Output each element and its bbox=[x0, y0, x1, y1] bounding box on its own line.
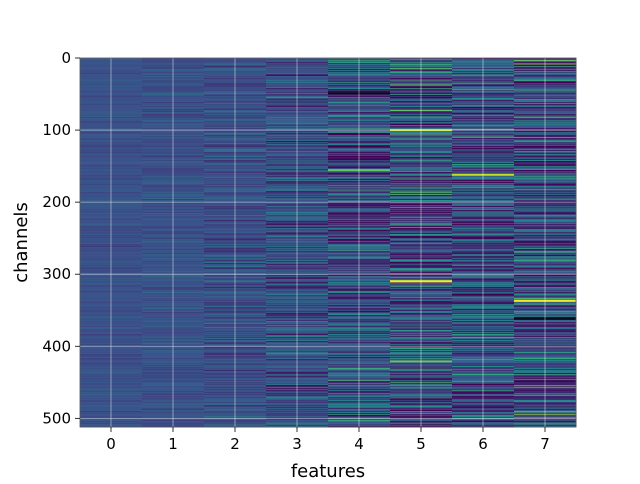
y-tick-label: 100 bbox=[42, 121, 71, 139]
x-tick-label: 6 bbox=[478, 435, 488, 453]
y-tick-label: 200 bbox=[42, 193, 71, 211]
x-tick-label: 2 bbox=[230, 435, 240, 453]
y-tick-label: 500 bbox=[42, 409, 71, 427]
y-tick-label: 300 bbox=[42, 265, 71, 283]
y-axis-label: channels bbox=[11, 202, 32, 283]
x-tick-label: 7 bbox=[540, 435, 550, 453]
grid-lines bbox=[80, 57, 576, 427]
x-tick-label: 0 bbox=[106, 435, 116, 453]
x-tick-label: 3 bbox=[292, 435, 302, 453]
y-tick-label: 0 bbox=[61, 49, 71, 67]
axis-ticks: 0 1 2 3 4 5 6 7 0 100 200 300 400 500 bbox=[42, 49, 549, 453]
x-tick-label: 5 bbox=[416, 435, 426, 453]
x-tick-label: 1 bbox=[168, 435, 178, 453]
x-tick-label: 4 bbox=[354, 435, 364, 453]
y-tick-label: 400 bbox=[42, 337, 71, 355]
heatmap-cells bbox=[80, 58, 577, 428]
x-axis-label: features bbox=[291, 461, 365, 480]
plot-frame bbox=[79, 57, 577, 428]
